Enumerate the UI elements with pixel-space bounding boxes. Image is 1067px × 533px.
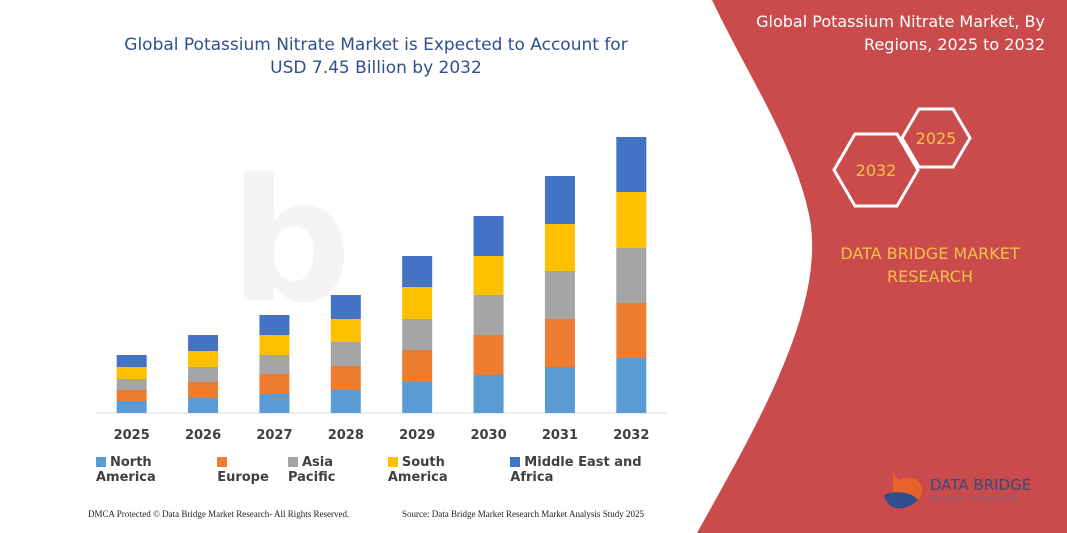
legend-item: Asia Pacific (287, 455, 378, 485)
bar-segment (402, 256, 433, 287)
bar-segment (188, 351, 219, 367)
legend-label: South America (387, 455, 448, 485)
footer-right: Source: Data Bridge Market Research Mark… (402, 509, 644, 519)
panel-title: Global Potassium Nitrate Market, By Regi… (756, 12, 1045, 54)
bar-segment (544, 367, 575, 413)
hexagon (832, 132, 920, 208)
hex-label: 2025 (916, 129, 957, 148)
bar-segment (116, 367, 147, 379)
brand: DATA BRIDGE MARKET RESEARCH (840, 244, 1020, 286)
bar-segment (116, 401, 147, 413)
legend-item: South America (387, 455, 500, 485)
hex-label: 2032 (856, 161, 897, 180)
bar-segment (616, 358, 647, 413)
bar-segment (544, 271, 575, 319)
bar-segment (116, 355, 147, 367)
x-tick-label: 2030 (470, 428, 506, 443)
bar-segment (402, 350, 433, 382)
bar-segment (402, 287, 433, 319)
chart-title: Global Potassium Nitrate Market is Expec… (124, 35, 628, 78)
x-tick-label: 2025 (114, 428, 150, 443)
bar-segment (188, 398, 219, 413)
bar-segment (330, 342, 361, 366)
footer-left: DMCA Protected © Data Bridge Market Rese… (88, 509, 350, 519)
logo-name: DATA BRIDGE (930, 476, 1031, 494)
legend: North America Europe Asia Pacific South Ame… (96, 455, 676, 485)
bar-segment (116, 379, 147, 390)
logo-tagline: MARKET RESEARCH (931, 496, 1020, 503)
bar-segment (616, 192, 647, 248)
bar-segment (544, 319, 575, 367)
legend-swatch (287, 457, 298, 467)
bar-segment (616, 137, 647, 192)
logo-mark (884, 492, 918, 509)
bar-segment (473, 375, 504, 413)
bar-segment (473, 256, 504, 295)
x-tick-label: 2027 (256, 428, 292, 443)
x-tick-label: 2032 (613, 428, 649, 443)
bar-segment (402, 382, 433, 413)
legend-swatch (217, 457, 228, 467)
bar-segment (330, 390, 361, 413)
legend-item: North America (96, 455, 207, 485)
legend-swatch (387, 457, 398, 467)
bar-segment (544, 176, 575, 224)
legend-label: Europe (217, 470, 269, 485)
bar-segment (188, 335, 219, 351)
bar-segment (473, 335, 504, 375)
side-panel (697, 0, 1067, 533)
x-tick-label: 2029 (399, 428, 435, 443)
bar-segment (188, 367, 219, 382)
bar-segment (616, 248, 647, 303)
bar-segment (259, 355, 290, 374)
legend-swatch (96, 457, 106, 467)
bar-segment (259, 315, 290, 335)
bar-segment (330, 295, 361, 319)
x-tick-label: 2028 (328, 428, 364, 443)
bar-segment (259, 374, 290, 394)
legend-item: Europe (217, 455, 278, 485)
legend-label: Middle East and Africa (510, 455, 642, 485)
bar-segment (616, 303, 647, 358)
bar-segment (473, 295, 504, 335)
bar-segment (330, 366, 361, 390)
bar-segment (188, 382, 219, 398)
bar-segment (402, 319, 433, 350)
legend-label: Asia Pacific (287, 455, 336, 485)
x-tick-label: 2026 (185, 428, 221, 443)
legend-item: Middle East and Africa (510, 455, 676, 485)
hexagon (900, 107, 972, 169)
bar-segment (116, 390, 147, 401)
bar-segment (330, 319, 361, 342)
bar-segment (259, 335, 290, 355)
legend-swatch (510, 457, 521, 467)
bar-segment (259, 394, 290, 413)
x-tick-label: 2031 (542, 428, 578, 443)
bar-segment (473, 216, 504, 256)
bar-segment (544, 224, 575, 271)
legend-label: North America (96, 455, 156, 485)
